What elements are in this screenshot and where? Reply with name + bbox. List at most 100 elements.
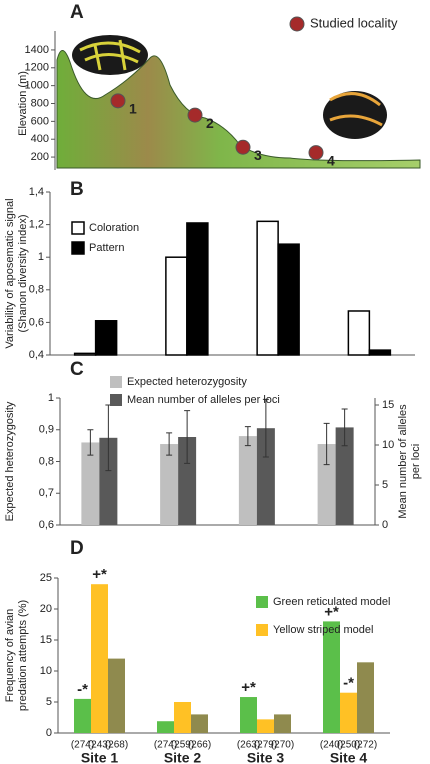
legend-label: Mean number of alleles per loci — [127, 394, 280, 406]
significance-label: -* — [343, 675, 354, 692]
locality — [308, 145, 324, 161]
x-tick-label: Site 1 — [81, 750, 119, 764]
sample-size: (263) — [237, 740, 260, 751]
legend-swatch — [110, 376, 122, 388]
legend-label: Green reticulated model — [273, 596, 390, 608]
sample-size: (270) — [271, 740, 294, 751]
y-axis-title: predation attempts (%) — [17, 600, 29, 711]
bar — [108, 658, 125, 733]
y-tick-label: 400 — [31, 133, 49, 145]
y-tick-label: 10 — [40, 665, 52, 677]
significance-label: +* — [92, 566, 107, 583]
y-axis-title: Expected heterozygosity — [4, 401, 16, 521]
x-tick-label: Site 3 — [247, 750, 285, 764]
sample-size: (274) — [154, 740, 177, 751]
y-axis-title: (Shanon diversity index) — [17, 214, 29, 332]
bar — [74, 698, 91, 733]
bar — [186, 222, 209, 356]
locality — [110, 93, 126, 109]
y-tick-label: 0,7 — [39, 487, 54, 499]
y-tick-label: 1,4 — [29, 186, 44, 198]
bar — [160, 444, 179, 525]
sample-size: (250) — [337, 740, 360, 751]
bar — [157, 721, 174, 733]
sample-size: (279) — [254, 740, 277, 751]
y-tick-label: 0 — [46, 727, 52, 739]
frog-left — [72, 35, 148, 75]
bar — [335, 427, 354, 525]
error-bar — [323, 422, 330, 466]
locality-label: 1 — [129, 101, 137, 117]
legend-label: Studied locality — [310, 15, 398, 30]
y2-tick-label: 0 — [382, 519, 388, 531]
bar — [368, 349, 392, 356]
y2-tick-label: 5 — [382, 479, 388, 491]
bar — [347, 310, 371, 356]
bar — [274, 714, 291, 733]
y-tick-label: 600 — [31, 115, 49, 127]
bar — [357, 662, 374, 733]
sample-size: (268) — [105, 740, 128, 751]
y-tick-label: 0,6 — [29, 316, 44, 328]
bar — [238, 436, 257, 525]
significance-label: +* — [324, 603, 339, 620]
error-bar — [262, 398, 269, 458]
bar — [165, 256, 188, 356]
bar — [178, 437, 197, 525]
elevation-profile — [56, 50, 421, 169]
bar — [91, 584, 108, 733]
bar — [81, 442, 100, 525]
y-tick-label: 0,8 — [29, 284, 44, 296]
legend-swatch — [71, 221, 85, 235]
legend-label: Expected heterozygosity — [127, 376, 247, 388]
sample-size: (240) — [320, 740, 343, 751]
panel-letter: D — [70, 538, 84, 559]
bar — [256, 220, 279, 356]
legend-swatch — [110, 394, 122, 406]
y2-axis-title: per loci — [410, 444, 422, 479]
bar — [257, 719, 274, 733]
sample-size: (259) — [171, 740, 194, 751]
y-tick-label: 200 — [31, 151, 49, 163]
y-tick-label: 1200 — [25, 62, 49, 74]
y-axis-title: Frequency of avian — [4, 609, 16, 703]
locality — [235, 139, 251, 155]
bar — [317, 444, 336, 525]
panel-letter: C — [70, 359, 84, 380]
sample-size: (266) — [188, 740, 211, 751]
bar — [94, 320, 118, 356]
error-bar — [166, 432, 173, 456]
legend-label: Coloration — [89, 222, 139, 234]
error-bar — [184, 410, 191, 464]
y-tick-label: 0,8 — [39, 455, 54, 467]
y-tick-label: 1 — [48, 392, 54, 404]
error-bar — [341, 408, 348, 447]
legend-swatch — [256, 624, 268, 636]
error-bar — [87, 429, 94, 456]
locality-label: 2 — [206, 115, 214, 131]
y2-tick-label: 15 — [382, 399, 394, 411]
significance-label: -* — [77, 681, 88, 698]
x-tick-label: Site 2 — [164, 750, 202, 764]
y-tick-label: 1 — [38, 251, 44, 263]
y-tick-label: 1,2 — [29, 219, 44, 231]
y-axis-title: Elevation (m) — [17, 71, 29, 136]
locality — [187, 107, 203, 123]
sample-size: (243) — [88, 740, 111, 751]
bar — [174, 702, 191, 733]
bar — [323, 621, 340, 733]
legend-marker — [289, 16, 305, 32]
y-tick-label: 5 — [46, 696, 52, 708]
y-axis-title: Variability of aposematic signal — [4, 198, 16, 348]
bar — [340, 692, 357, 733]
frog-right — [323, 91, 387, 139]
y-tick-label: 0,6 — [39, 519, 54, 531]
legend-label: Pattern — [89, 242, 124, 254]
bar — [277, 243, 300, 356]
panel-letter: B — [70, 179, 84, 200]
y-tick-label: 15 — [40, 634, 52, 646]
y2-axis-title: Mean number of alleles — [397, 404, 409, 519]
sample-size: (274) — [71, 740, 94, 751]
significance-label: +* — [241, 679, 256, 696]
